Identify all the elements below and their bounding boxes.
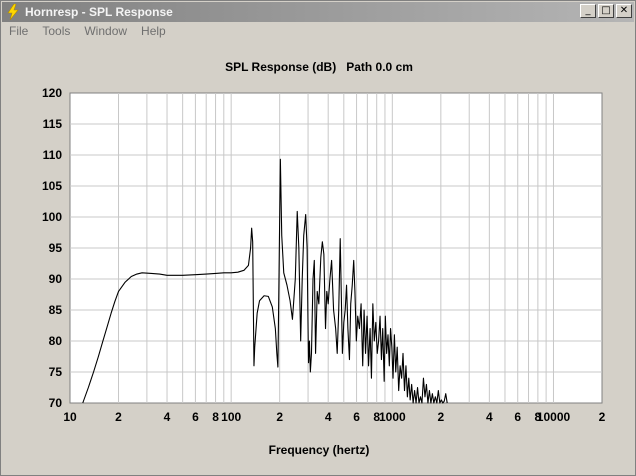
x-tick-label: 6 [514, 410, 521, 424]
x-tick-label: 2 [599, 410, 606, 424]
x-tick-label: 2 [276, 410, 283, 424]
minimize-button[interactable]: _ [580, 4, 596, 18]
menu-file[interactable]: File [9, 24, 29, 38]
menu-window[interactable]: Window [84, 24, 128, 38]
maximize-icon: □ [601, 5, 611, 16]
y-tick-label: 95 [49, 241, 63, 255]
y-tick-label: 85 [49, 303, 63, 317]
y-tick-label: 80 [49, 334, 63, 348]
x-tick-label: 2 [115, 410, 122, 424]
maximize-button[interactable]: □ [598, 4, 614, 18]
chart-title: SPL Response (dB) Path 0.0 cm [225, 60, 413, 74]
x-tick-label: 4 [164, 410, 171, 424]
x-axis-label: Frequency (hertz) [269, 443, 370, 457]
x-tick-label: 2 [437, 410, 444, 424]
x-tick-label: 1000 [379, 410, 406, 424]
spl-response-line [82, 158, 448, 404]
x-tick-label: 6 [192, 410, 199, 424]
title-bar[interactable]: Hornresp - SPL Response _ □ ✕ [2, 2, 634, 22]
y-tick-label: 110 [43, 148, 63, 162]
y-tick-label: 115 [43, 117, 63, 131]
y-tick-label: 105 [42, 179, 62, 193]
close-icon: ✕ [619, 5, 629, 16]
minimize-icon: _ [585, 5, 591, 16]
menu-help[interactable]: Help [141, 24, 166, 38]
x-tick-label: 10000 [537, 410, 571, 424]
y-tick-label: 75 [49, 365, 63, 379]
x-tick-label: 8 [373, 410, 380, 424]
menu-bar: File Tools Window Help [2, 22, 634, 40]
x-tick-label: 10 [63, 410, 77, 424]
x-tick-label: 4 [486, 410, 493, 424]
y-tick-label: 70 [49, 396, 63, 410]
y-tick-label: 120 [42, 86, 62, 100]
close-button[interactable]: ✕ [616, 4, 632, 18]
y-tick-label: 100 [42, 210, 62, 224]
window-title: Hornresp - SPL Response [25, 5, 173, 19]
x-tick-label: 6 [353, 410, 360, 424]
x-tick-label: 100 [221, 410, 241, 424]
menu-tools[interactable]: Tools [42, 24, 71, 38]
y-tick-label: 90 [49, 272, 63, 286]
x-tick-label: 4 [325, 410, 332, 424]
lightning-bolt-icon [5, 4, 21, 20]
x-tick-label: 8 [535, 410, 542, 424]
x-tick-label: 8 [212, 410, 219, 424]
